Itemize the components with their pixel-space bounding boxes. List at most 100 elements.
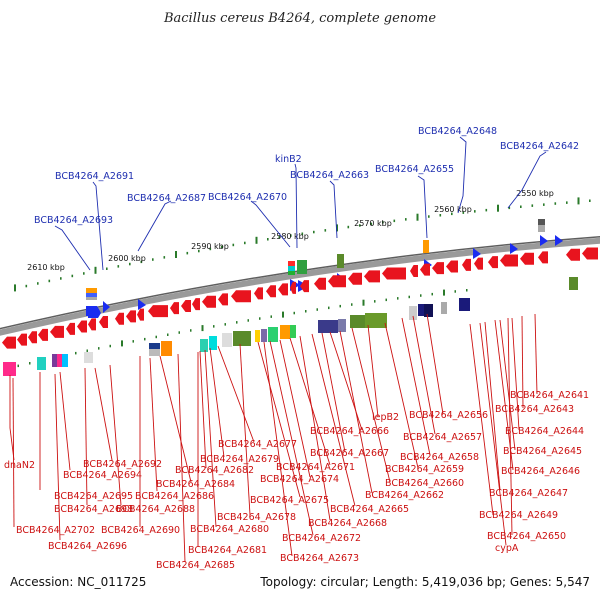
scale-label: 2580 kbp — [271, 232, 309, 241]
red-gene-labels: dnaN2 BCB4264_A2692 BCB4264_A2694 BCB426… — [4, 390, 589, 571]
gene-label: BCB4264_A2679 — [200, 454, 279, 465]
gene-label: BCB4264_A2647 — [489, 488, 568, 499]
gene-label: BCB4264_A2702 — [16, 525, 95, 536]
lower-minor-tick — [178, 331, 180, 334]
scale-label: 2560 kbp — [434, 205, 472, 214]
gene-label: BCB4264_A2668 — [308, 518, 387, 529]
red-gene-arrow — [420, 263, 430, 276]
scale-minor-tick — [393, 219, 396, 223]
gene-label: lepB2 — [372, 412, 399, 423]
lower-minor-tick — [420, 294, 422, 297]
gene-label: BCB4264_A2671 — [276, 462, 355, 473]
map-title: Bacillus cereus B4264, complete genome — [163, 11, 436, 26]
gene-label: BCB4264_A2655 — [375, 164, 454, 175]
scale-minor-tick — [405, 218, 407, 221]
lower-minor-tick — [190, 329, 192, 332]
lower-major-tick — [201, 325, 204, 332]
lower-minor-tick — [155, 335, 157, 339]
scale-minor-tick — [347, 225, 350, 229]
red-gene-arrow — [278, 283, 288, 296]
scale-major-tick — [175, 251, 177, 258]
red-gene-arrow — [2, 336, 16, 349]
gene-label: kinB2 — [275, 154, 302, 165]
scale-minor-tick — [439, 214, 442, 217]
gene-label: BCB4264_A2690 — [101, 525, 180, 536]
scale-minor-tick — [520, 205, 522, 208]
gene-label: BCB4264_A2645 — [503, 446, 582, 457]
red-gene-arrow — [364, 270, 380, 283]
scale-minor-tick — [209, 247, 212, 251]
lower-minor-tick — [270, 315, 272, 318]
scale-major-tick — [255, 236, 258, 244]
scale-minor-tick — [140, 260, 143, 264]
lower-minor-tick — [109, 344, 111, 348]
upper-feature-blocks — [86, 219, 578, 300]
scale-minor-tick — [324, 229, 327, 232]
scale-minor-tick — [474, 210, 476, 213]
red-gene-arrow — [99, 315, 108, 328]
gene-label: BCB4264_A2673 — [280, 553, 359, 564]
red-gene-arrow — [50, 325, 64, 338]
gene-label: BCB4264_A2685 — [156, 560, 235, 571]
scale-minor-tick — [106, 267, 108, 270]
gene-label: BCB4264_A2684 — [156, 479, 235, 490]
red-gene-arrow — [500, 254, 518, 267]
red-gene-arrow — [170, 302, 179, 315]
scale-minor-tick — [267, 238, 269, 241]
gene-label: BCB4264_A2675 — [250, 495, 329, 506]
scale-label: 2590 kbp — [191, 242, 229, 251]
scale-minor-tick — [244, 241, 246, 245]
gene-label: BCB4264_A2693 — [34, 215, 113, 226]
gene-label: BCB4264_A2680 — [190, 524, 269, 535]
lower-minor-tick — [247, 319, 249, 322]
gene-label: BCB4264_A2644 — [505, 426, 584, 437]
scale-major-tick — [336, 224, 338, 232]
accession-text: Accession: NC_011725 — [10, 575, 146, 589]
lower-minor-tick — [466, 289, 468, 292]
lower-major-tick — [282, 311, 284, 318]
lower-minor-tick — [17, 364, 19, 368]
gene-label: BCB4264_A2649 — [479, 510, 558, 521]
red-gene-arrow — [582, 247, 598, 260]
red-gene-arrow — [328, 275, 346, 288]
scale-minor-tick — [60, 277, 62, 280]
scale-minor-tick — [359, 224, 361, 227]
lower-minor-tick — [132, 340, 134, 343]
red-gene-arrow — [17, 333, 27, 346]
lower-major-tick — [362, 299, 365, 306]
red-gene-arrow — [520, 252, 534, 265]
red-gene-arrow — [382, 267, 406, 280]
red-gene-arrow — [410, 265, 418, 278]
gene-label: BCB4264_A2694 — [63, 470, 142, 481]
scale-minor-tick — [451, 212, 453, 216]
scale-minor-tick — [71, 274, 74, 278]
scale-minor-tick — [278, 236, 281, 239]
lower-minor-tick — [316, 308, 318, 311]
gene-label: BCB4264_A2658 — [400, 452, 479, 463]
red-gene-arrow — [446, 260, 458, 273]
lower-minor-tick — [144, 337, 146, 341]
gene-label: BCB4264_A2674 — [260, 474, 339, 485]
scale-minor-tick — [48, 279, 51, 283]
red-gene-arrow — [38, 328, 48, 341]
scale-minor-tick — [25, 284, 28, 288]
gene-label: BCB4264_A2691 — [55, 171, 134, 182]
scale-minor-tick — [554, 202, 557, 205]
lower-minor-tick — [213, 325, 215, 328]
scale-minor-tick — [462, 211, 465, 214]
scale-minor-tick — [163, 256, 166, 259]
lower-minor-tick — [305, 310, 307, 313]
scale-minor-tick — [198, 249, 200, 253]
gene-label: BCB4264_A2692 — [83, 459, 162, 470]
scale-label: 2570 kbp — [354, 219, 392, 228]
gene-label: BCB4264_A2657 — [403, 432, 482, 443]
red-gene-arrow — [254, 287, 263, 300]
red-gene-arrow — [231, 290, 251, 303]
gene-label: BCB4264_A2641 — [510, 390, 589, 401]
red-gene-arrow — [88, 318, 96, 331]
red-gene-arrow — [218, 293, 228, 306]
gene-label: BCB4264_A2662 — [365, 490, 444, 501]
red-gene-arrow — [66, 322, 75, 335]
gene-label: BCB4264_A2643 — [495, 404, 574, 415]
